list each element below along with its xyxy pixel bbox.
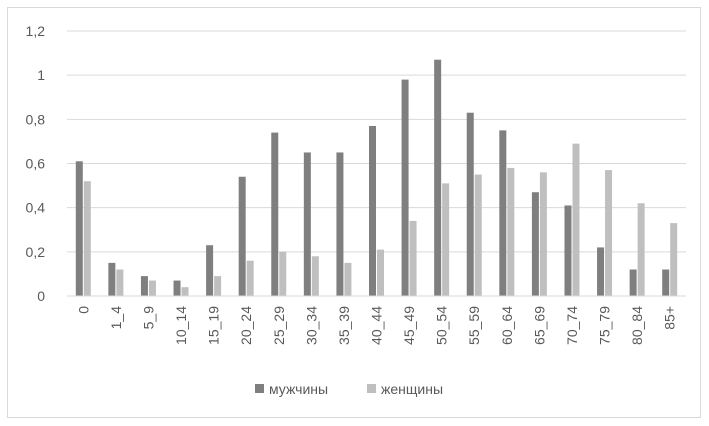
chart-frame: 0 0,2 0,4 0,6 0,8 1 1,2 0 1_4 5_9 10_14 15_19 20_24…	[7, 7, 701, 418]
y-tick-label: 0,2	[26, 244, 46, 260]
bar-men-20_24	[238, 176, 246, 296]
legend-swatch	[367, 384, 376, 393]
bar-men-65_69	[531, 192, 539, 296]
bar-women-85+	[670, 223, 678, 296]
y-tick-label: 0,6	[26, 156, 46, 172]
bar-women-35_39	[344, 262, 352, 296]
bar-men-10_14	[173, 280, 181, 296]
legend-swatch	[255, 384, 264, 393]
bar-women-20_24	[246, 260, 254, 296]
y-tick-label: 0	[37, 288, 45, 304]
bar-women-45_49	[409, 220, 417, 296]
bar-chart: 0 0,2 0,4 0,6 0,8 1 1,2 0 1_4 5_9 10_14 15_19 20_24…	[26, 23, 686, 397]
bar-men-5_9	[140, 276, 148, 296]
bar-women-40_44	[377, 249, 384, 296]
x-axis-tick-labels: 0 1_4 5_9 10_14 15_19 20_24 25_29 30_34 35_39 40_…	[75, 306, 677, 345]
bar-women-10_14	[181, 287, 189, 296]
x-tick-label: 5_9	[140, 306, 156, 330]
bar-men-15_19	[206, 245, 214, 296]
y-tick-label: 1,2	[26, 23, 46, 39]
bar-women-60_64	[507, 167, 515, 296]
bar-men-80_84	[629, 269, 637, 296]
x-tick-label: 40_44	[369, 306, 385, 345]
x-tick-label: 85+	[662, 306, 678, 330]
y-tick-label: 0,4	[26, 200, 46, 216]
x-tick-label: 30_34	[303, 306, 319, 345]
legend: мужчины женщины	[255, 381, 443, 397]
x-tick-label: 20_24	[238, 306, 254, 345]
bar-men-35_39	[336, 152, 344, 296]
bar-men-30_34	[303, 152, 311, 296]
legend-label: женщины	[381, 381, 443, 397]
x-tick-label: 75_79	[597, 306, 613, 345]
bar-women-30_34	[311, 256, 319, 296]
y-axis-tick-labels: 0 0,2 0,4 0,6 0,8 1 1,2	[26, 23, 46, 304]
bar-women-0	[83, 181, 91, 296]
x-tick-label: 35_39	[336, 306, 352, 345]
x-tick-label: 65_69	[531, 306, 547, 345]
x-tick-label: 1_4	[108, 306, 124, 330]
legend-item-men[interactable]: мужчины	[255, 381, 328, 397]
bar-men-75_79	[597, 247, 605, 296]
legend-item-women[interactable]: женщины	[367, 381, 443, 397]
bar-men-45_49	[401, 79, 409, 296]
bar-women-80_84	[637, 203, 645, 296]
bar-women-70_74	[572, 143, 580, 296]
x-tick-label: 55_59	[466, 306, 482, 345]
bars	[75, 59, 678, 297]
bar-men-40_44	[369, 125, 376, 296]
bar-women-65_69	[539, 172, 547, 296]
bar-men-0	[75, 161, 83, 296]
bar-women-25_29	[279, 251, 287, 296]
bar-men-55_59	[466, 112, 474, 296]
legend-label: мужчины	[269, 381, 328, 397]
bar-women-75_79	[605, 170, 613, 296]
bar-women-50_54	[442, 183, 450, 296]
x-tick-label: 45_49	[401, 306, 417, 345]
y-tick-label: 1	[37, 67, 45, 83]
x-tick-label: 80_84	[629, 306, 645, 345]
y-tick-label: 0,8	[26, 111, 46, 127]
bar-men-60_64	[499, 130, 507, 296]
bar-women-5_9	[148, 280, 156, 296]
bar-men-1_4	[108, 262, 116, 296]
gridlines	[67, 30, 686, 253]
x-tick-label: 10_14	[173, 306, 189, 345]
bar-men-50_54	[434, 59, 442, 297]
bar-men-85+	[662, 269, 670, 296]
bar-women-1_4	[116, 269, 124, 296]
x-tick-label: 70_74	[564, 306, 580, 345]
x-tick-label: 50_54	[434, 306, 450, 345]
x-tick-label: 25_29	[271, 306, 287, 345]
x-tick-label: 60_64	[499, 306, 515, 345]
bar-women-55_59	[474, 174, 482, 296]
bar-men-70_74	[564, 205, 572, 296]
bar-men-25_29	[271, 132, 279, 296]
x-tick-label: 15_19	[206, 306, 222, 345]
bar-women-15_19	[214, 276, 222, 296]
x-tick-label: 0	[75, 306, 91, 314]
